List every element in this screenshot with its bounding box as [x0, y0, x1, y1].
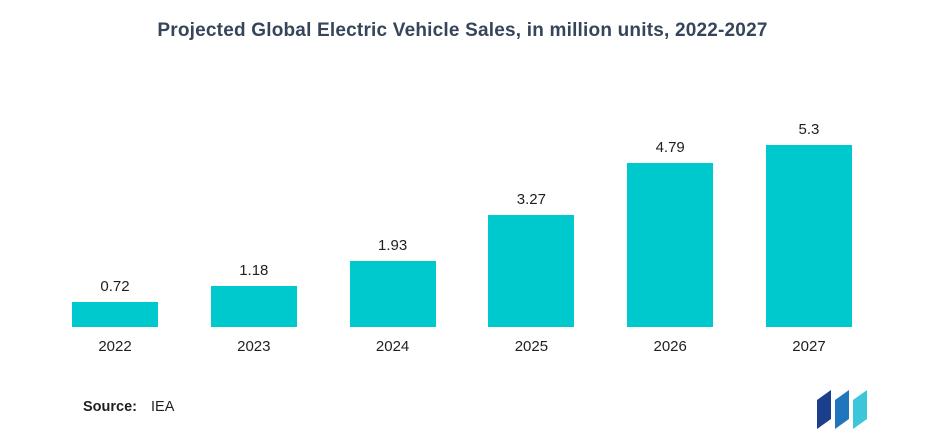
bar-column-2026: 4.79 2026: [627, 139, 714, 358]
x-tick-label: 2027: [792, 338, 826, 355]
bar: [349, 261, 436, 327]
bar-value-label: 0.72: [100, 278, 130, 295]
bar-column-2023: 1.18 2023: [210, 262, 297, 358]
x-tick-label: 2023: [237, 338, 271, 355]
source-value: IEA: [151, 399, 175, 415]
bar-value-label: 3.27: [516, 191, 546, 208]
bar: [627, 163, 714, 327]
x-tick-label: 2025: [514, 338, 549, 355]
source-label: Source:: [83, 399, 137, 415]
bar-value-label: 1.93: [377, 237, 408, 254]
bar-value-label: 4.79: [655, 139, 685, 156]
bar: [488, 215, 575, 327]
bar-column-2022: 0.72 2022: [72, 278, 158, 358]
logo-shape-navy: [817, 390, 831, 429]
plot-area: 0.72 2022 1.18 2023 1.93 2024 3.27 2025 4.79 2026…: [72, 58, 852, 358]
bar: [72, 302, 158, 327]
x-tick-label: 2026: [653, 338, 687, 355]
bar-value-label: 5.3: [798, 121, 820, 138]
bar: [210, 286, 297, 327]
bar-column-2027: 5.3 2027: [765, 121, 852, 358]
bar-column-2025: 3.27 2025: [488, 191, 575, 358]
bar-value-label: 1.18: [239, 262, 269, 279]
brand-logo-icon: [817, 390, 867, 429]
logo-shape-blue: [835, 390, 849, 429]
bar-column-2024: 1.93 2024: [349, 237, 436, 358]
x-tick-label: 2024: [375, 338, 410, 355]
x-tick-label: 2022: [98, 338, 132, 355]
logo-shape-teal: [853, 390, 867, 429]
source-row: Source: IEA: [83, 399, 174, 415]
bar: [765, 145, 852, 327]
chart-title: Projected Global Electric Vehicle Sales,…: [157, 20, 768, 41]
